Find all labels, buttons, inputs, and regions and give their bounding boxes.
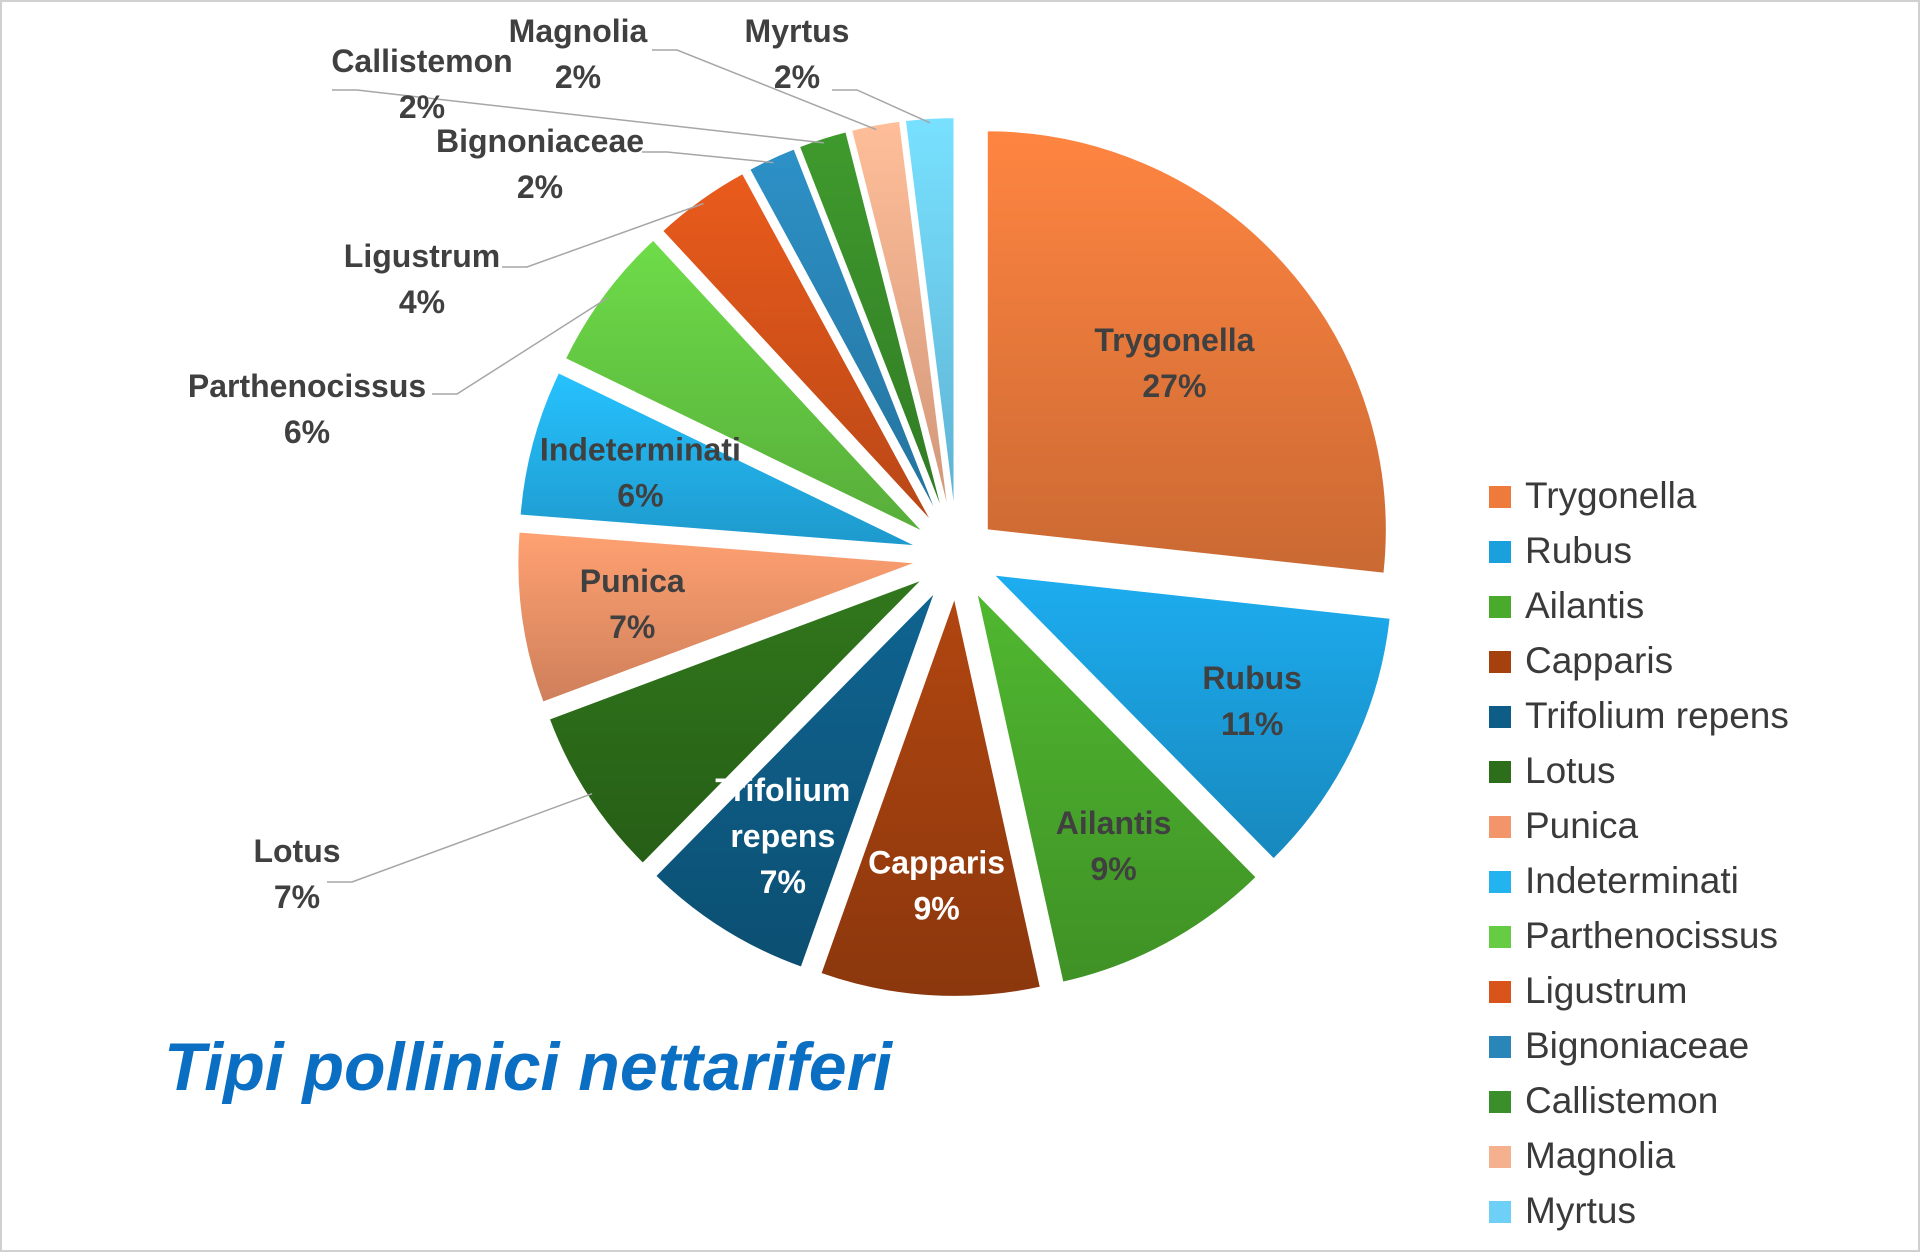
legend-label: Lotus <box>1525 750 1616 791</box>
legend-label: Callistemon <box>1525 1080 1718 1121</box>
legend-swatch <box>1489 1091 1511 1113</box>
legend-item-trygonella: Trygonella <box>1489 475 1697 516</box>
legend-swatch <box>1489 1036 1511 1058</box>
data-label-rubus: Rubus 11% <box>1202 660 1302 742</box>
slice-parthenocissus <box>563 238 926 535</box>
legend-label: Parthenocissus <box>1525 915 1778 956</box>
legend-swatch <box>1489 541 1511 563</box>
leader-line-ligustrum <box>502 202 704 268</box>
legend-label: Capparis <box>1525 640 1673 681</box>
data-label-punica: Punica 7% <box>580 563 685 645</box>
data-label-myrtus: Myrtus 2% <box>745 13 850 95</box>
slice-bignoniaceae <box>747 146 942 522</box>
slice-capparis <box>819 593 1043 998</box>
legend-label: Magnolia <box>1525 1135 1676 1176</box>
legend-swatch <box>1489 1201 1511 1223</box>
slice-punica <box>516 530 918 704</box>
legend-label: Ailantis <box>1525 585 1644 626</box>
leader-line-myrtus <box>832 89 931 124</box>
legend: Trygonella Rubus Ailantis Capparis Trifolium… <box>1489 475 1789 1231</box>
legend-label: Trygonella <box>1525 475 1697 516</box>
data-label-trifolium-repens: Trifolium repens 7% <box>715 772 850 900</box>
legend-swatch <box>1489 596 1511 618</box>
slice-rubus <box>990 573 1392 861</box>
leader-line-callistemon <box>332 89 824 144</box>
legend-label: Bignoniaceae <box>1525 1025 1749 1066</box>
data-label-trygonella: Trygonella 27% <box>1094 322 1254 404</box>
data-label-bignoniaceae: Bignoniaceae 2% <box>436 123 644 205</box>
chart-title: Tipi pollinici nettariferi <box>164 1029 892 1105</box>
leader-line-lotus <box>327 793 593 883</box>
legend-item-punica: Punica <box>1489 805 1639 846</box>
legend-swatch <box>1489 651 1511 673</box>
data-label-magnolia: Magnolia 2% <box>509 13 648 95</box>
slice-ligustrum <box>660 171 935 526</box>
leader-line-bignoniaceae <box>642 151 774 164</box>
data-label-ligustrum: Ligustrum 4% <box>344 238 500 320</box>
slice-trygonella <box>985 129 1388 575</box>
legend-label: Myrtus <box>1525 1190 1636 1231</box>
data-label-indeterminati: Indeterminati 6% <box>540 431 741 513</box>
slice-lotus <box>547 577 925 866</box>
legend-swatch <box>1489 981 1511 1003</box>
legend-swatch <box>1489 706 1511 728</box>
legend-swatch <box>1489 486 1511 508</box>
data-label-ailantis: Ailantis 9% <box>1056 805 1172 887</box>
legend-item-trifolium-repens: Trifolium repens <box>1489 695 1789 736</box>
legend-swatch <box>1489 816 1511 838</box>
leader-lines <box>327 49 931 883</box>
data-label-capparis: Capparis 9% <box>868 844 1005 926</box>
legend-swatch <box>1489 871 1511 893</box>
legend-item-parthenocissus: Parthenocissus <box>1489 915 1778 956</box>
slice-ailantis <box>974 588 1259 984</box>
legend-item-ailantis: Ailantis <box>1489 585 1644 626</box>
legend-item-ligustrum: Ligustrum <box>1489 970 1687 1011</box>
data-label-parthenocissus: Parthenocissus 6% <box>188 368 426 450</box>
legend-item-magnolia: Magnolia <box>1489 1135 1676 1176</box>
data-label-lotus: Lotus 7% <box>253 833 340 915</box>
legend-label: Ligustrum <box>1525 970 1687 1011</box>
legend-item-callistemon: Callistemon <box>1489 1080 1718 1121</box>
leader-line-magnolia <box>652 49 877 131</box>
legend-item-bignoniaceae: Bignoniaceae <box>1489 1025 1749 1066</box>
data-labels: Trygonella 27% Rubus 11% Ailantis 9% Capparis 9… <box>188 13 1302 926</box>
legend-item-myrtus: Myrtus <box>1489 1190 1636 1231</box>
legend-item-indeterminati: Indeterminati <box>1489 860 1739 901</box>
legend-label: Punica <box>1525 805 1639 846</box>
slice-callistemon <box>797 130 946 520</box>
legend-swatch <box>1489 1146 1511 1168</box>
legend-swatch <box>1489 761 1511 783</box>
legend-swatch <box>1489 926 1511 948</box>
slice-trifolium-repens <box>653 590 937 969</box>
pie-slices <box>516 116 1392 998</box>
legend-label: Indeterminati <box>1525 860 1739 901</box>
legend-item-rubus: Rubus <box>1489 530 1632 571</box>
slice-magnolia <box>849 119 951 518</box>
legend-label: Rubus <box>1525 530 1632 571</box>
legend-item-lotus: Lotus <box>1489 750 1616 791</box>
data-label-callistemon: Callistemon 2% <box>331 43 512 125</box>
slice-indeterminati <box>518 370 919 548</box>
slice-myrtus <box>903 116 956 518</box>
legend-label: Trifolium repens <box>1525 695 1789 736</box>
legend-item-capparis: Capparis <box>1489 640 1673 681</box>
leader-line-parthenocissus <box>432 297 608 395</box>
